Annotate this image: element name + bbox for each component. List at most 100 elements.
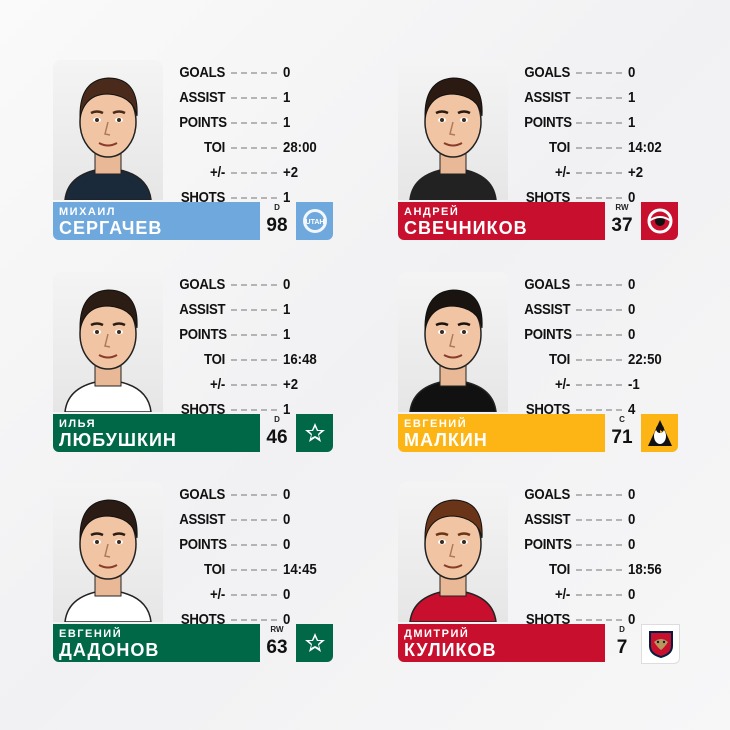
stat-label: +/-: [555, 376, 570, 393]
stat-label: SHOTS: [525, 189, 570, 206]
dashed-leader: [576, 568, 622, 571]
player-position: C: [619, 415, 625, 424]
dashed-leader: [231, 568, 277, 571]
stat-label: TOI: [549, 139, 570, 156]
stat-row: SHOTS 0: [173, 607, 333, 632]
player-card: GOALS 0 ASSIST 1 POINTS 1 TOI 14:02 +/- +2 SHOTS 0 А…: [398, 60, 678, 250]
name-bar: АНДРЕЙ СВЕЧНИКОВ: [398, 202, 605, 240]
stat-row: POINTS 1: [518, 110, 678, 135]
stat-label: GOALS: [179, 486, 225, 503]
stat-value: +2: [283, 164, 299, 181]
dashed-leader: [231, 171, 277, 174]
stat-value: 1: [628, 114, 636, 131]
stat-label: ASSIST: [179, 89, 226, 106]
dashed-leader: [576, 408, 622, 411]
player-position: RW: [615, 203, 629, 212]
stat-label: GOALS: [524, 276, 570, 293]
stat-label: GOALS: [524, 486, 570, 503]
player-first-name: МИХАИЛ: [59, 206, 116, 218]
stat-row: GOALS 0: [518, 482, 678, 507]
stat-row: TOI 14:45: [173, 557, 333, 582]
stat-label: ASSIST: [524, 301, 571, 318]
stat-label: SHOTS: [525, 611, 570, 628]
stat-label: +/-: [210, 376, 225, 393]
player-first-name: ИЛЬЯ: [59, 418, 97, 430]
player-last-name: СЕРГАЧЕВ: [59, 218, 163, 238]
stat-value: 1: [283, 114, 291, 131]
dashed-leader: [576, 308, 622, 311]
dashed-leader: [231, 543, 277, 546]
stat-row: +/- 0: [173, 582, 333, 607]
stat-label: +/-: [555, 586, 570, 603]
stat-value: +2: [283, 376, 299, 393]
dashed-leader: [576, 383, 622, 386]
player-portrait: [398, 60, 508, 200]
stat-value: 18:56: [628, 561, 662, 578]
stat-row: POINTS 0: [173, 532, 333, 557]
stat-value: 0: [283, 536, 291, 553]
stat-row: SHOTS 0: [518, 185, 678, 210]
stat-label: +/-: [555, 164, 570, 181]
dashed-leader: [231, 333, 277, 336]
stat-row: ASSIST 0: [173, 507, 333, 532]
stat-value: 1: [283, 301, 291, 318]
stats-table: GOALS 0 ASSIST 0 POINTS 0 TOI 14:45 +/- 0 SHOTS 0: [173, 482, 333, 632]
stat-row: TOI 28:00: [173, 135, 333, 160]
dashed-leader: [231, 383, 277, 386]
player-last-name: КУЛИКОВ: [404, 640, 497, 660]
stat-label: GOALS: [179, 64, 225, 81]
dashed-leader: [231, 308, 277, 311]
stats-table: GOALS 0 ASSIST 1 POINTS 1 TOI 28:00 +/- +2 SHOTS 1: [173, 60, 333, 210]
stat-label: POINTS: [524, 536, 572, 553]
stat-row: SHOTS 4: [518, 397, 678, 422]
stat-value: 4: [628, 401, 636, 418]
player-last-name: МАЛКИН: [404, 430, 488, 450]
stat-row: SHOTS 1: [173, 185, 333, 210]
stat-label: SHOTS: [180, 611, 225, 628]
stat-label: TOI: [204, 139, 225, 156]
stat-row: TOI 18:56: [518, 557, 678, 582]
stat-row: TOI 16:48: [173, 347, 333, 372]
stat-row: GOALS 0: [173, 482, 333, 507]
stat-label: GOALS: [179, 276, 225, 293]
player-position: D: [274, 203, 280, 212]
dashed-leader: [576, 171, 622, 174]
dashed-leader: [231, 121, 277, 124]
name-bar: ДМИТРИЙ КУЛИКОВ: [398, 624, 605, 662]
dashed-leader: [576, 543, 622, 546]
stars-logo: [296, 624, 333, 662]
stat-value: 16:48: [283, 351, 317, 368]
player-portrait: [53, 272, 163, 412]
stat-row: ASSIST 1: [173, 85, 333, 110]
stat-label: TOI: [549, 351, 570, 368]
stat-row: +/- 0: [518, 582, 678, 607]
penguins-logo: [641, 414, 678, 452]
stat-label: POINTS: [179, 326, 227, 343]
player-last-name: ДАДОНОВ: [59, 640, 160, 660]
stat-value: 0: [283, 586, 291, 603]
stat-value: 0: [283, 64, 291, 81]
stat-value: 1: [283, 326, 291, 343]
player-card: GOALS 0 ASSIST 0 POINTS 0 TOI 22:50 +/- -1 SHOTS 4 Е…: [398, 272, 678, 462]
stat-row: TOI 14:02: [518, 135, 678, 160]
stat-value: 1: [283, 189, 291, 206]
player-first-name: ДМИТРИЙ: [404, 628, 470, 640]
stat-label: ASSIST: [524, 511, 571, 528]
stat-label: +/-: [210, 586, 225, 603]
stat-label: TOI: [204, 351, 225, 368]
stat-row: SHOTS 0: [518, 607, 678, 632]
jersey-number: 46: [266, 427, 288, 448]
dashed-leader: [231, 96, 277, 99]
stats-table: GOALS 0 ASSIST 1 POINTS 1 TOI 14:02 +/- +2 SHOTS 0: [518, 60, 678, 210]
name-bar: МИХАИЛ СЕРГАЧЕВ: [53, 202, 260, 240]
stat-value: 0: [628, 586, 636, 603]
stat-row: SHOTS 1: [173, 397, 333, 422]
stat-value: 1: [283, 401, 291, 418]
utah-logo: UTAH: [296, 202, 333, 240]
dashed-leader: [576, 618, 622, 621]
jersey-number: 37: [611, 215, 633, 236]
stat-value: 1: [628, 89, 636, 106]
stat-value: 0: [628, 611, 636, 628]
stats-table: GOALS 0 ASSIST 0 POINTS 0 TOI 18:56 +/- 0 SHOTS 0: [518, 482, 678, 632]
stats-table: GOALS 0 ASSIST 1 POINTS 1 TOI 16:48 +/- +2 SHOTS 1: [173, 272, 333, 422]
